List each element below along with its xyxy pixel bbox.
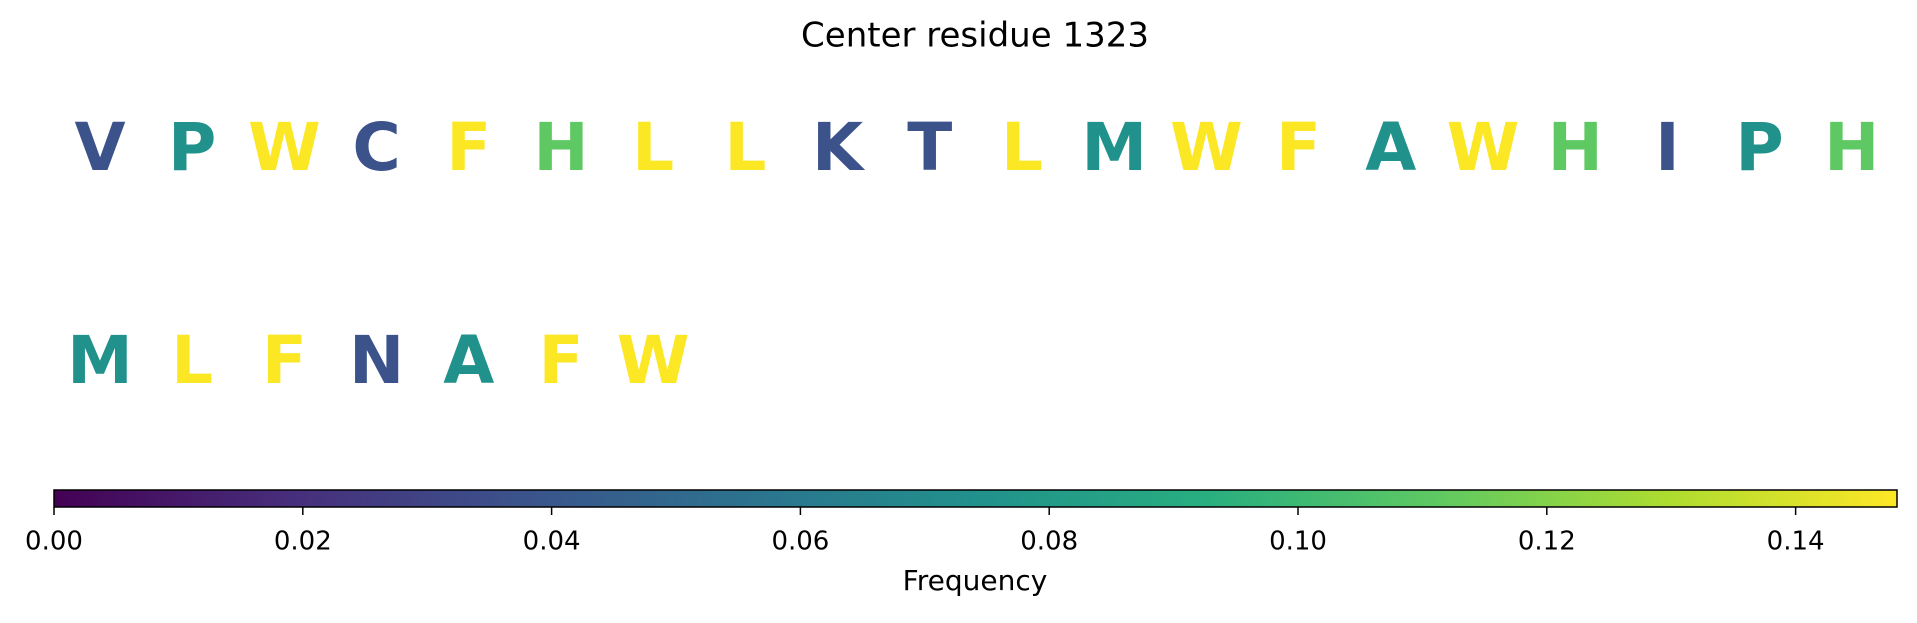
residue-letter: W: [1170, 109, 1243, 186]
residue-letter: M: [1081, 109, 1147, 186]
residue-letter: L: [632, 109, 674, 186]
residue-letter: M: [67, 322, 133, 399]
chart-title: Center residue 1323: [801, 16, 1149, 56]
residue-letter: F: [446, 109, 491, 186]
residue-letter: H: [1824, 109, 1879, 186]
x-tick-label: 0.04: [523, 527, 581, 557]
residue-letter: F: [538, 322, 583, 399]
residue-letter: N: [349, 322, 404, 399]
residue-letter: C: [352, 109, 400, 186]
residue-letter: W: [1447, 109, 1520, 186]
residue-letter: W: [617, 322, 690, 399]
residue-letter: V: [74, 109, 125, 186]
residue-letter: F: [262, 322, 307, 399]
x-tick-label: 0.10: [1269, 527, 1327, 557]
residue-letter: H: [533, 109, 588, 186]
x-tick-label: 0.00: [25, 527, 83, 557]
x-tick-label: 0.08: [1020, 527, 1078, 557]
residue-letter: A: [443, 322, 494, 399]
residue-letter: L: [171, 322, 213, 399]
colorbar: [53, 489, 1898, 508]
x-tick-label: 0.06: [771, 527, 829, 557]
residue-letter: P: [168, 109, 216, 186]
residue-letter: T: [907, 109, 952, 186]
residue-letter: P: [1735, 109, 1783, 186]
residue-letter: H: [1548, 109, 1603, 186]
residue-letter: A: [1365, 109, 1416, 186]
residue-letter: L: [724, 109, 766, 186]
x-tick-label: 0.12: [1518, 527, 1576, 557]
residue-letter: K: [812, 109, 866, 186]
residue-letter: F: [1276, 109, 1321, 186]
residue-letter: W: [248, 109, 321, 186]
x-tick-label: 0.14: [1767, 527, 1825, 557]
residue-letter: L: [1001, 109, 1043, 186]
x-tick-label: 0.02: [274, 527, 332, 557]
colorbar-label: Frequency: [903, 564, 1048, 597]
residue-letter: I: [1655, 109, 1680, 186]
